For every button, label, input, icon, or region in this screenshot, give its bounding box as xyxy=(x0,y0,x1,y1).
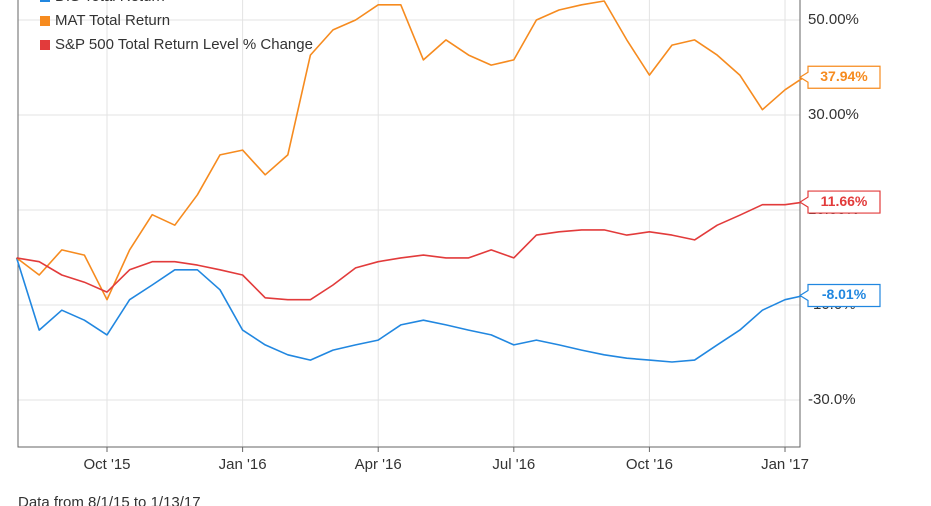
legend-label: MAT Total Return xyxy=(55,12,170,29)
legend-label: DIS Total Return xyxy=(55,0,165,5)
x-tick-label: Jan '17 xyxy=(761,456,809,473)
x-tick-label: Jul '16 xyxy=(492,456,535,473)
legend-swatch xyxy=(40,0,50,2)
label-box xyxy=(798,65,881,89)
plot-frame xyxy=(17,0,801,448)
x-tick-label: Jan '16 xyxy=(219,456,267,473)
label-box xyxy=(798,190,881,214)
legend-label: S&P 500 Total Return Level % Change xyxy=(55,36,313,53)
series-line xyxy=(15,257,805,363)
x-tick-label: Oct '16 xyxy=(626,456,673,473)
end-value-label: 11.66% xyxy=(821,193,868,209)
footnote: Data from 8/1/15 to 1/13/17 xyxy=(18,494,201,506)
label-box xyxy=(798,283,881,308)
end-value-label: -8.01% xyxy=(822,286,867,302)
series-line xyxy=(16,201,805,301)
y-tick-label: 50.00% xyxy=(808,11,859,28)
x-tick-label: Oct '15 xyxy=(83,456,130,473)
legend-swatch xyxy=(40,16,50,26)
x-tick-label: Apr '16 xyxy=(355,456,402,473)
y-tick-label: 30.00% xyxy=(808,106,859,123)
end-value-label: 37.94% xyxy=(820,68,868,84)
y-tick-label: -30.0% xyxy=(808,391,856,408)
series-line xyxy=(16,0,805,301)
legend-swatch xyxy=(40,40,50,50)
